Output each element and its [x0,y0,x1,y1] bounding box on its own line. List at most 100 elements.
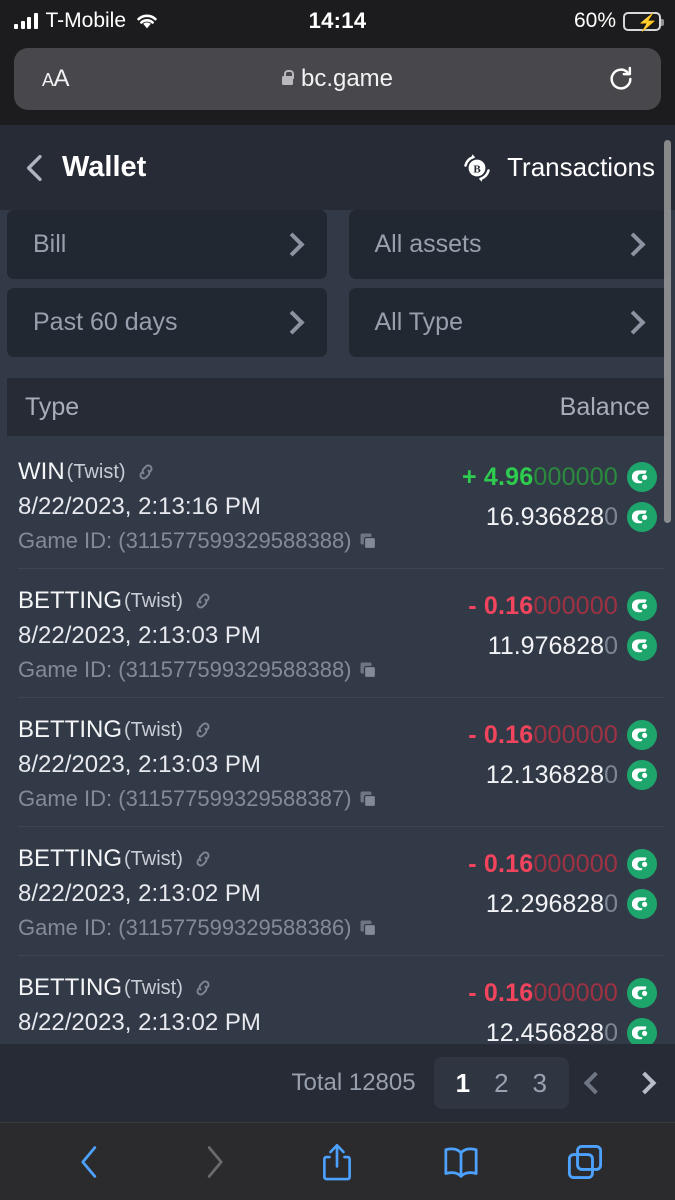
table-row[interactable]: BETTING(Twist)8/22/2023, 2:13:02 PMGame … [0,956,675,1044]
transactions-link[interactable]: B Transactions [459,150,655,186]
share-icon[interactable] [315,1140,359,1184]
pagination-arrows [583,1071,657,1095]
copy-icon[interactable] [358,918,378,938]
filter-section: Bill All assets Past 60 days All Type [0,210,675,366]
row-type: WIN (Twist) [18,458,378,486]
bookmarks-icon[interactable] [439,1140,483,1184]
lock-icon [281,70,295,85]
bcd-coin-icon [627,631,657,661]
copy-icon[interactable] [358,789,378,809]
copy-icon[interactable] [358,660,378,680]
row-right: - 0.16000000 12.1368280 [468,716,657,827]
row-left: BETTING(Twist)8/22/2023, 2:13:02 PMGame … [18,974,378,1044]
transaction-list[interactable]: WIN (Twist) 8/22/2023, 2:13:16 PM Game ID: … [0,440,675,1044]
reload-icon[interactable] [607,65,635,93]
browser-forward-button[interactable] [192,1140,236,1184]
row-balance-value: 12.1368280 [485,760,618,789]
bcd-coin-icon [627,462,657,492]
filter-row-1: Bill All assets [0,210,675,279]
row-right: - 0.16000000 12.4568280 [468,974,657,1044]
row-subtype-label: (Twist) [66,460,126,483]
row-game-id-label: Game ID: (311577599329588388) [18,528,352,553]
total-count-label: Total 12805 [291,1069,416,1096]
table-row[interactable]: BETTING (Twist) 8/22/2023, 2:13:03 PM Game … [0,698,675,827]
row-balance-value: 16.9368280 [485,502,618,531]
link-icon[interactable] [135,461,157,483]
wifi-icon [137,14,157,29]
filter-date-range[interactable]: Past 60 days [7,288,327,357]
row-left: WIN (Twist) 8/22/2023, 2:13:16 PM Game ID: … [18,458,378,569]
text-size-button[interactable]: AA [42,65,70,92]
row-date: 8/22/2023, 2:13:02 PM [18,880,261,907]
page-header: Wallet B Transactions [0,125,675,210]
carrier-label: T-Mobile [45,9,127,32]
page-number-1[interactable]: 1 [455,1067,471,1098]
row-right: - 0.16000000 12.2968280 [468,845,657,956]
bitcoin-refresh-icon: B [464,153,490,182]
row-subtype-label: (Twist) [124,589,183,612]
browser-back-button[interactable] [68,1140,112,1184]
filter-all-type-label: All Type [374,308,463,336]
url-bar[interactable]: AA bc.game [14,48,661,110]
filter-all-assets[interactable]: All assets [348,210,668,279]
row-type-label: BETTING [18,845,123,872]
row-game-id: Game ID: (311577599329588388) [18,528,378,554]
column-header-balance: Balance [559,392,650,421]
url-text-area[interactable]: bc.game [14,65,661,93]
row-balance: 12.2968280 [486,889,657,919]
link-icon[interactable] [192,719,214,741]
status-bar-left: T-Mobile [14,9,160,33]
battery-percent-label: 60% [573,9,616,32]
row-balance-value: 11.9768280 [487,631,618,660]
row-type: BETTING (Twist) [18,587,378,615]
chevron-right-icon [279,310,305,335]
battery-charging-icon: ⚡ [623,11,664,32]
row-game-id: Game ID: (311577599329588388) [18,657,378,683]
row-game-id-label: Game ID: (311577599329588388) [18,657,352,682]
page-number-2[interactable]: 2 [494,1067,509,1098]
prev-page-button[interactable] [583,1071,607,1095]
copy-icon[interactable] [358,531,378,551]
back-chevron-icon[interactable] [18,151,52,185]
link-icon[interactable] [192,848,214,870]
filter-date-range-label: Past 60 days [33,308,178,336]
row-type-label: BETTING [18,974,123,1001]
link-icon[interactable] [192,590,214,612]
tabs-icon[interactable] [563,1140,607,1184]
row-left: BETTING (Twist) 8/22/2023, 2:13:03 PM Game … [18,716,378,827]
row-date: 8/22/2023, 2:13:16 PM [18,493,261,520]
row-balance-value: 12.2968280 [485,889,618,918]
row-amount: - 0.16000000 [468,720,657,750]
next-page-button[interactable] [633,1071,657,1095]
filter-row-2: Past 60 days All Type [0,288,675,357]
row-right: + 4.96000000 16.9368280 [462,458,657,569]
row-subtype-label: (Twist) [124,847,183,870]
row-game-id-label: Game ID: (311577599329588387) [18,786,352,811]
bcd-coin-icon [627,591,657,621]
browser-toolbar [0,1122,675,1200]
row-amount-value: - 0.16000000 [468,849,618,878]
table-row[interactable]: BETTING(Twist) 8/22/2023, 2:13:02 PM Game … [0,827,675,956]
bcd-coin-icon [627,849,657,879]
table-row[interactable]: WIN (Twist) 8/22/2023, 2:13:16 PM Game ID: … [0,440,675,569]
row-date: 8/22/2023, 2:13:03 PM [18,751,261,778]
filter-bill[interactable]: Bill [7,210,327,279]
table-row[interactable]: BETTING (Twist) 8/22/2023, 2:13:03 PM Game … [0,569,675,698]
row-balance: 16.9368280 [486,502,657,532]
row-type-label: BETTING [18,587,123,614]
row-game-id: Game ID: (311577599329588387) [18,786,378,812]
page-title: Wallet [62,151,147,183]
status-bar-right: 60% ⚡ [573,9,664,33]
row-game-id: Game ID: (311577599329588386) [18,915,378,941]
filter-all-type[interactable]: All Type [348,288,668,357]
row-type-label: BETTING [18,716,123,743]
bcd-coin-icon [627,1018,657,1044]
row-subtype-label: (Twist) [124,976,183,999]
page-scrollbar[interactable] [664,140,671,523]
link-icon[interactable] [192,977,214,999]
row-balance: 11.9768280 [488,631,657,661]
chevron-right-icon [621,310,646,335]
page-number-3[interactable]: 3 [532,1067,547,1098]
